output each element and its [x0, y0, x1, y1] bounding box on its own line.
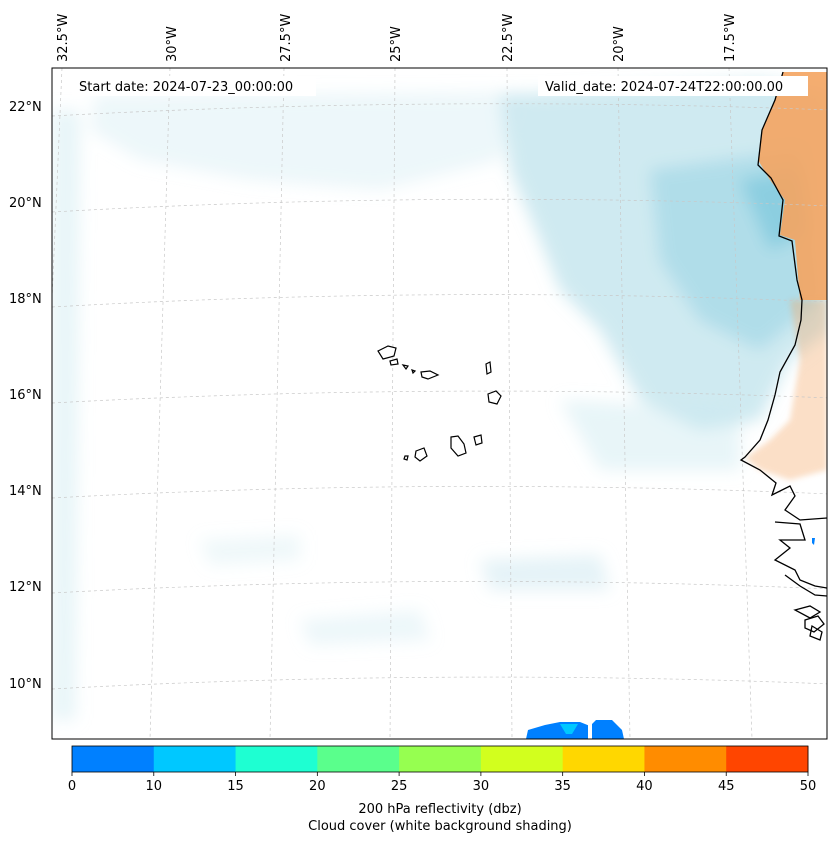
colorbar-tick-label: 0	[68, 779, 76, 794]
lon-label: 32.5°W	[56, 14, 71, 62]
cape-verde-islands	[377, 345, 502, 462]
colorbar-frame	[71, 745, 809, 773]
start-date-box	[72, 76, 316, 96]
colorbar-segment	[235, 746, 318, 772]
colorbar: 0 10 15 20 25 30 35 40 45 50	[68, 745, 817, 794]
map-border	[51, 67, 828, 740]
colorbar-tick-label: 20	[309, 779, 326, 794]
colorbar-segment	[480, 746, 564, 772]
colorbar-segment	[153, 746, 237, 772]
colorbar-tick-label: 35	[554, 779, 571, 794]
colorbar-tick-label: 45	[718, 779, 735, 794]
colorbar-label-line1: 200 hPa reflectivity (dbz)	[358, 802, 521, 817]
start-date-annotation: Start date: 2024-07-23_00:00:00	[79, 80, 293, 95]
colorbar-segment	[644, 746, 727, 772]
cloud-cover-shading	[52, 80, 827, 720]
lon-label: 22.5°W	[501, 14, 516, 62]
colorbar-tick-label: 40	[636, 779, 653, 794]
gridlines	[52, 68, 827, 739]
reflectivity-cell	[526, 538, 815, 739]
lon-label: 27.5°W	[279, 14, 294, 62]
lat-label: 18°N	[9, 292, 42, 307]
lon-label: 30°W	[165, 26, 180, 62]
lon-label: 25°W	[389, 26, 404, 62]
lon-label: 20°W	[612, 26, 627, 62]
latitude-labels: 22°N 20°N 18°N 16°N 14°N 12°N 10°N	[9, 100, 42, 692]
colorbar-segment	[399, 746, 482, 772]
lat-label: 16°N	[9, 388, 42, 403]
colorbar-segment	[317, 746, 400, 772]
colorbar-tick-label: 50	[800, 779, 817, 794]
colorbar-tick-label: 15	[227, 779, 244, 794]
longitude-labels: 32.5°W 30°W 27.5°W 25°W 22.5°W 20°W 17.5…	[56, 14, 738, 62]
lat-label: 14°N	[9, 484, 42, 499]
colorbar-tick-label: 10	[146, 779, 163, 794]
africa-coastline	[739, 71, 827, 641]
land-reflectivity-shading	[745, 72, 827, 480]
colorbar-segment	[726, 746, 809, 772]
colorbar-tick-label: 25	[391, 779, 408, 794]
lon-label: 17.5°W	[723, 14, 738, 62]
lat-label: 22°N	[9, 100, 42, 115]
colorbar-segment	[72, 746, 155, 772]
valid-date-box	[538, 76, 808, 96]
lat-label: 10°N	[9, 677, 42, 692]
colorbar-label-line2: Cloud cover (white background shading)	[308, 819, 572, 834]
valid-date-annotation: Valid_date: 2024-07-24T22:00:00.00	[545, 80, 783, 95]
lat-label: 12°N	[9, 580, 42, 595]
lat-label: 20°N	[9, 196, 42, 211]
colorbar-segment	[562, 746, 645, 772]
colorbar-tick-label: 30	[473, 779, 490, 794]
